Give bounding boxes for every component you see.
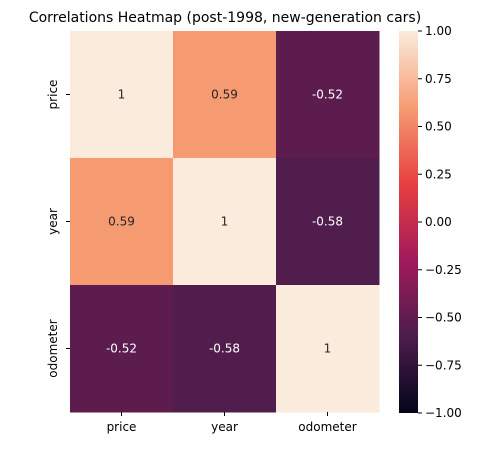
heatmap-cell [70, 285, 174, 413]
cell-label: 1 [118, 88, 126, 102]
cell-label: -0.52 [312, 88, 343, 102]
cell-label: 0.59 [108, 215, 135, 229]
colorbar [399, 31, 418, 413]
heatmap-cell [276, 285, 380, 413]
heatmap-cell [173, 158, 277, 286]
x-tick-label: odometer [298, 420, 356, 434]
cell-label: 1 [221, 215, 229, 229]
x-tick-label: year [211, 420, 238, 434]
heatmap-annotations: 1 0.59 -0.52 0.59 1 -0.58 -0.52 -0.58 1 [106, 88, 343, 356]
cell-label: 1 [324, 342, 332, 356]
colorbar-tick-label: 1.00 [425, 24, 452, 38]
y-axis: price year odometer [46, 80, 70, 378]
colorbar-tick-label: 0.50 [425, 120, 452, 134]
colorbar-axis: 1.00 0.75 0.50 0.25 0.00 −0.25 −0.50 −0.75 −1.00 [418, 24, 462, 420]
colorbar-tick-label: 0.75 [425, 72, 452, 86]
cell-label: 0.59 [211, 88, 238, 102]
heatmap-cells [70, 31, 380, 413]
y-tick-label: price [46, 80, 60, 110]
heatmap-cell [173, 31, 277, 159]
y-tick-label: odometer [46, 319, 60, 377]
colorbar-tick-label: −0.50 [425, 311, 462, 325]
colorbar-tick-label: −1.00 [425, 406, 462, 420]
heatmap-cell [70, 158, 174, 286]
colorbar-tick-label: −0.25 [425, 263, 462, 277]
cell-label: -0.58 [312, 215, 343, 229]
colorbar-tick-label: −0.75 [425, 358, 462, 372]
colorbar-tick-label: 0.25 [425, 167, 452, 181]
colorbar-tick-label: 0.00 [425, 215, 452, 229]
cell-label: -0.58 [209, 342, 240, 356]
heatmap-cell [276, 31, 380, 159]
y-tick-label: year [46, 208, 60, 235]
chart-title: Correlations Heatmap (post-1998, new-gen… [29, 10, 421, 26]
cell-label: -0.52 [106, 342, 137, 356]
heatmap-cell [173, 285, 277, 413]
heatmap-cell [276, 158, 380, 286]
x-axis: price year odometer [107, 412, 357, 434]
x-tick-label: price [107, 420, 137, 434]
heatmap-cell [70, 31, 174, 159]
